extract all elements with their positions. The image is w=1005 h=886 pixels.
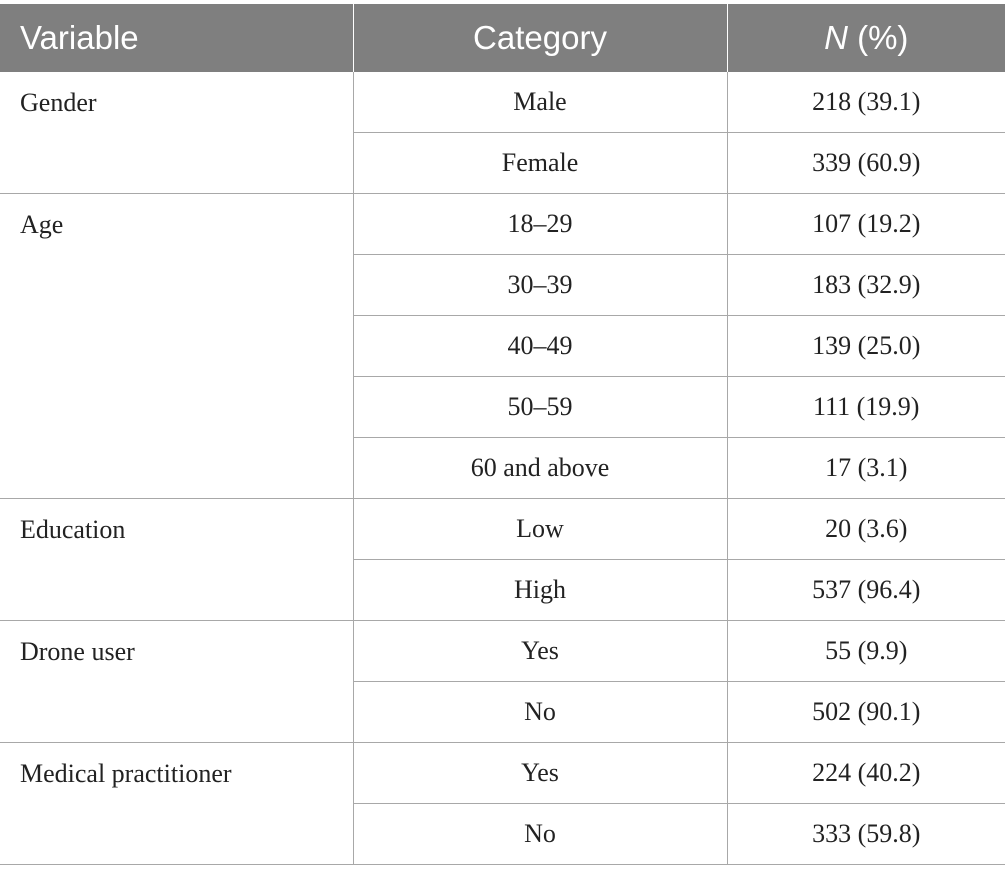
value-cell: 537 (96.4) [726, 559, 1005, 621]
table-row: Age 18–29 107 (19.2) [0, 193, 1005, 499]
table-row: No 333 (59.8) [0, 803, 1005, 865]
demographics-table-container: Variable Category N (%) Gender Male 218 (3… [0, 4, 1005, 865]
value-cell: 183 (32.9) [726, 254, 1005, 316]
category-cell: Male [352, 72, 727, 133]
table-row: No 502 (90.1) [0, 681, 1005, 743]
category-cell: No [352, 803, 727, 865]
value-cell: 107 (19.2) [726, 193, 1005, 255]
category-cell: Yes [352, 620, 727, 682]
category-cell: 30–39 [352, 254, 727, 316]
variable-cell: Gender [0, 72, 353, 194]
value-cell: 20 (3.6) [726, 498, 1005, 560]
value-cell: 17 (3.1) [726, 437, 1005, 499]
value-cell: 502 (90.1) [726, 681, 1005, 743]
variable-cell: Age [0, 193, 353, 499]
category-cell: 40–49 [352, 315, 727, 377]
category-cell: High [352, 559, 727, 621]
category-cell: Yes [352, 742, 727, 804]
header-row: Variable Category N (%) [0, 4, 1005, 72]
table-header: Variable Category N (%) [0, 4, 1005, 72]
value-cell: 139 (25.0) [726, 315, 1005, 377]
table-row: 30–39 183 (32.9) [0, 254, 1005, 316]
table-row: High 537 (96.4) [0, 559, 1005, 621]
demographics-table: Variable Category N (%) Gender Male 218 (3… [0, 4, 1005, 865]
category-cell: 50–59 [352, 376, 727, 438]
table-row: 50–59 111 (19.9) [0, 376, 1005, 438]
value-cell: 55 (9.9) [726, 620, 1005, 682]
value-cell: 218 (39.1) [726, 72, 1005, 133]
variable-cell: Medical practitioner [0, 742, 353, 865]
value-cell: 111 (19.9) [726, 376, 1005, 438]
table-row: Gender Male 218 (39.1) [0, 72, 1005, 194]
category-cell: 60 and above [352, 437, 727, 499]
header-n-rest: (%) [847, 19, 909, 56]
category-cell: 18–29 [352, 193, 727, 255]
table-row: 60 and above 17 (3.1) [0, 437, 1005, 499]
header-n-italic: N [824, 19, 848, 56]
table-row: Female 339 (60.9) [0, 132, 1005, 194]
value-cell: 224 (40.2) [726, 742, 1005, 804]
category-cell: No [352, 681, 727, 743]
category-cell: Female [352, 132, 727, 194]
header-category: Category [352, 4, 727, 72]
variable-cell: Drone user [0, 620, 353, 743]
table-body: Gender Male 218 (39.1) Female 339 (60.9) Age 1… [0, 72, 1005, 865]
value-cell: 339 (60.9) [726, 132, 1005, 194]
variable-cell: Education [0, 498, 353, 621]
table-row: 40–49 139 (25.0) [0, 315, 1005, 377]
table-row: Medical practitioner Yes 224 (40.2) [0, 742, 1005, 865]
category-cell: Low [352, 498, 727, 560]
header-variable: Variable [0, 4, 353, 72]
value-cell: 333 (59.8) [726, 803, 1005, 865]
table-row: Drone user Yes 55 (9.9) [0, 620, 1005, 743]
header-n-percent: N (%) [726, 4, 1005, 72]
table-row: Education Low 20 (3.6) [0, 498, 1005, 621]
